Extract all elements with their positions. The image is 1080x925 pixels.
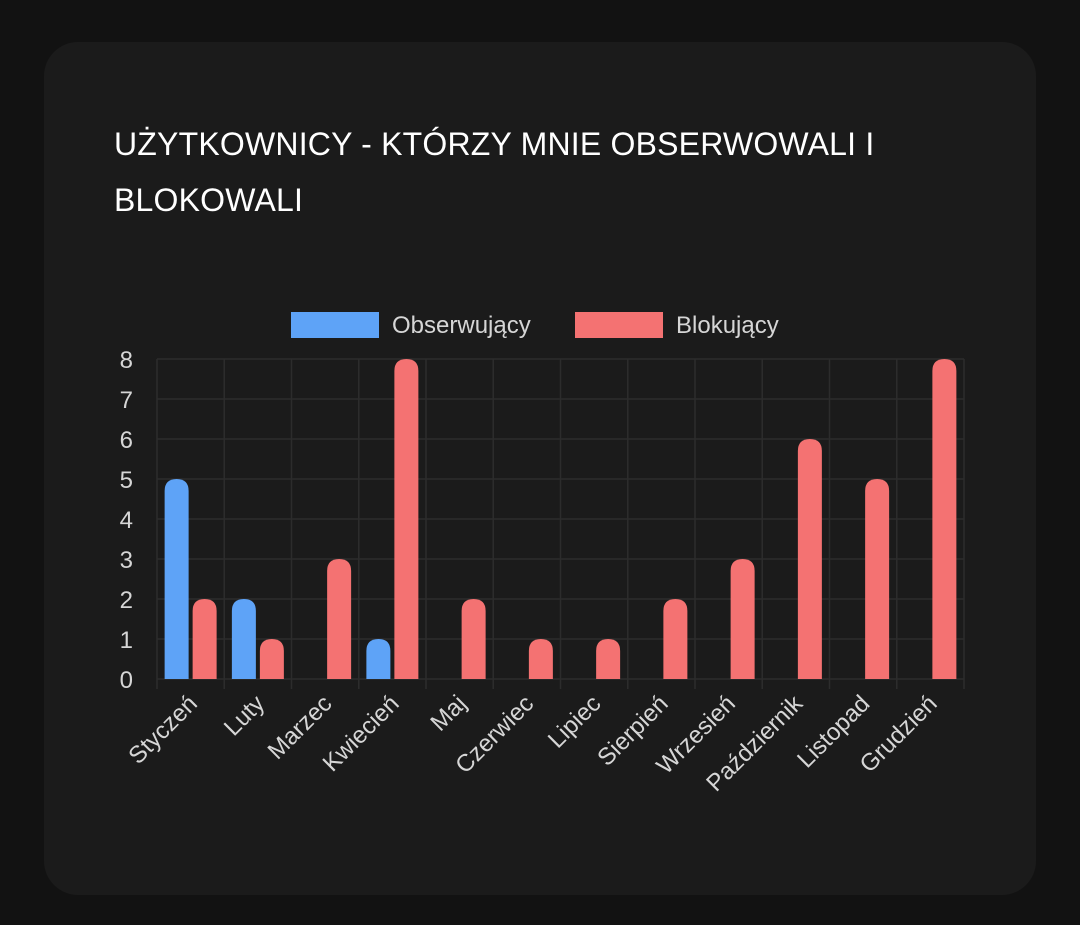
bar-blockers-8[interactable]: [730, 559, 755, 679]
y-tick-label: 6: [120, 427, 133, 454]
y-tick-label: 2: [120, 587, 133, 614]
y-tick-label: 8: [120, 347, 133, 374]
bar-blockers-5[interactable]: [528, 639, 553, 679]
bar-observers-3[interactable]: [366, 639, 391, 679]
legend-label-blockers[interactable]: Blokujący: [676, 312, 779, 339]
y-tick-label: 5: [120, 467, 133, 494]
chart-title: UŻYTKOWNICY - KTÓRZY MNIE OBSERWOWALI I …: [114, 126, 875, 218]
x-tick-label: Luty: [219, 690, 270, 741]
chart-card: UŻYTKOWNICY - KTÓRZY MNIE OBSERWOWALI I …: [44, 42, 1036, 895]
bar-blockers-1[interactable]: [259, 639, 284, 679]
bar-blockers-7[interactable]: [663, 599, 688, 679]
bar-blockers-2[interactable]: [327, 559, 352, 679]
y-tick-label: 0: [120, 667, 133, 694]
x-tick-label: Lipiec: [543, 690, 606, 753]
legend-swatch-blockers[interactable]: [575, 312, 663, 338]
x-tick-label: Styczeń: [123, 690, 202, 769]
bar-blockers-9[interactable]: [797, 439, 822, 679]
bar-blockers-0[interactable]: [192, 599, 217, 679]
bar-observers-0[interactable]: [164, 479, 189, 679]
bar-observers-1[interactable]: [231, 599, 256, 679]
bar-blockers-4[interactable]: [461, 599, 486, 679]
legend-swatch-observers[interactable]: [291, 312, 379, 338]
bar-blockers-10[interactable]: [865, 479, 890, 679]
legend-label-observers[interactable]: Obserwujący: [392, 312, 531, 339]
x-tick-label: Maj: [425, 690, 471, 736]
bar-blockers-3[interactable]: [394, 359, 419, 679]
bar-blockers-11[interactable]: [932, 359, 957, 679]
bar-blockers-6[interactable]: [596, 639, 621, 679]
y-tick-label: 3: [120, 547, 133, 574]
y-tick-label: 7: [120, 387, 133, 414]
y-tick-label: 1: [120, 627, 133, 654]
y-tick-label: 4: [120, 507, 133, 534]
